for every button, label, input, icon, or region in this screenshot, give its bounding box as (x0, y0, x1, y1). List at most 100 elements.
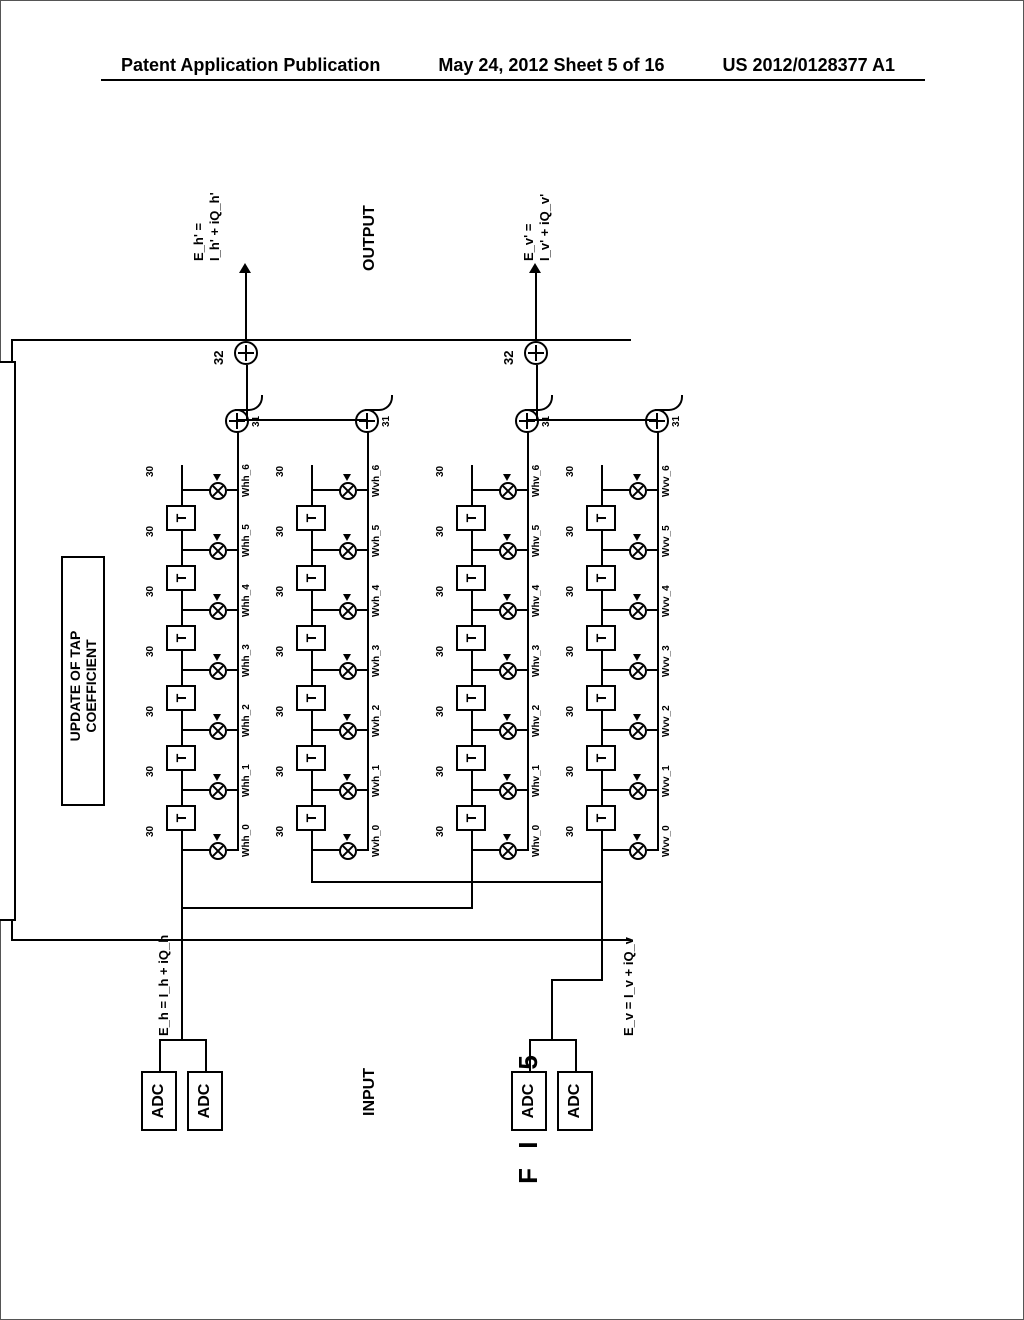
arrow-icon (213, 714, 221, 721)
sum-rail (367, 421, 369, 851)
header-right: US 2012/0128377 A1 (723, 55, 895, 76)
multiplier-icon (629, 542, 647, 560)
wire (517, 849, 527, 851)
tap-coeff-label: Wvh_4 (371, 585, 382, 617)
multiplier-icon (629, 842, 647, 860)
delay-T: T (166, 565, 196, 591)
update-banner: UPDATE OF TAP COEFFICIENT (61, 556, 105, 806)
ev-out-label: E_v' = I_v' + iQ_v' (521, 194, 552, 261)
ref-lead (525, 395, 553, 411)
tap-coeff-label: Wvv_0 (661, 825, 672, 857)
multiplier-icon (339, 842, 357, 860)
wire (311, 549, 341, 551)
arrow-icon (213, 654, 221, 661)
ref-lead (365, 395, 393, 411)
ref-30: 30 (275, 766, 286, 777)
wire (647, 489, 657, 491)
wire (227, 729, 237, 731)
wire (227, 489, 237, 491)
wire (551, 979, 603, 981)
wire (181, 489, 211, 491)
ref-30: 30 (275, 586, 286, 597)
wire (181, 609, 211, 611)
delay-T: T (166, 805, 196, 831)
adder-out-v (524, 341, 548, 365)
delay-T: T (296, 505, 326, 531)
arrow-icon (633, 774, 641, 781)
wire (181, 729, 211, 731)
multiplier-icon (209, 842, 227, 860)
tap-coeff-label: Wvh_2 (371, 705, 382, 737)
ref-30: 30 (145, 586, 156, 597)
multiplier-icon (499, 542, 517, 560)
ref-lead (655, 395, 683, 411)
multiplier-icon (629, 602, 647, 620)
cross-h-to-whv (181, 907, 473, 909)
ref-30: 30 (565, 586, 576, 597)
tap-coeff-label: Whh_3 (241, 644, 252, 677)
ref-30: 30 (435, 646, 446, 657)
arrow-icon (343, 654, 351, 661)
wire (517, 609, 527, 611)
tap-coeff-label: Whv_2 (531, 705, 542, 737)
sum-rail (527, 421, 529, 851)
wire-ev (551, 981, 553, 1041)
tap-coeff-label: Wvh_0 (371, 825, 382, 857)
cross-v-h (601, 851, 603, 883)
arrow-icon (213, 774, 221, 781)
multiplier-icon (339, 722, 357, 740)
tap-coeff-label: Whh_0 (241, 824, 252, 857)
tap-coeff-label: Whh_5 (241, 524, 252, 557)
tap-coeff-label: Whh_4 (241, 584, 252, 617)
wire (181, 669, 211, 671)
arrow-icon (633, 534, 641, 541)
delay-T: T (456, 745, 486, 771)
ref-30: 30 (565, 826, 576, 837)
wire (527, 419, 536, 421)
ref-30: 30 (275, 466, 286, 477)
multiplier-icon (209, 542, 227, 560)
tap-coeff-label: Whv_5 (531, 525, 542, 557)
multiplier-icon (499, 482, 517, 500)
ref-30: 30 (275, 526, 286, 537)
wire (311, 789, 341, 791)
multiplier-icon (499, 602, 517, 620)
wire (647, 549, 657, 551)
wire (601, 609, 631, 611)
tap-coeff-label: Wvv_6 (661, 465, 672, 497)
wire (601, 729, 631, 731)
tap-coeff-label: Whh_6 (241, 464, 252, 497)
arrow-icon (213, 534, 221, 541)
wire (517, 669, 527, 671)
tap-coeff-label: Wvv_4 (661, 585, 672, 617)
wire (647, 789, 657, 791)
ev-in-label: E_v = I_v + iQ_v (621, 937, 636, 1036)
wire (159, 1041, 161, 1071)
wire (246, 365, 248, 421)
ref-30: 30 (565, 706, 576, 717)
multiplier-icon (209, 662, 227, 680)
ref-30: 30 (565, 646, 576, 657)
wire (311, 669, 341, 671)
ref-30: 30 (145, 766, 156, 777)
multiplier-icon (209, 782, 227, 800)
ref-lead (235, 395, 263, 411)
wire (227, 849, 237, 851)
adder-out-h (234, 341, 258, 365)
tap-coeff-label: Whv_3 (531, 645, 542, 677)
ref-30: 30 (145, 466, 156, 477)
ref-30: 30 (145, 526, 156, 537)
multiplier-icon (339, 782, 357, 800)
fcc-feed-right-h (11, 341, 13, 363)
multiplier-icon (629, 662, 647, 680)
multiplier-icon (339, 542, 357, 560)
delay-T: T (166, 685, 196, 711)
delay-T: T (456, 805, 486, 831)
cross-v-to-wvh (311, 881, 603, 883)
wire (311, 609, 341, 611)
wire (357, 789, 367, 791)
multiplier-icon (499, 722, 517, 740)
row-adder (645, 409, 669, 433)
multiplier-icon (209, 602, 227, 620)
wire (517, 729, 527, 731)
